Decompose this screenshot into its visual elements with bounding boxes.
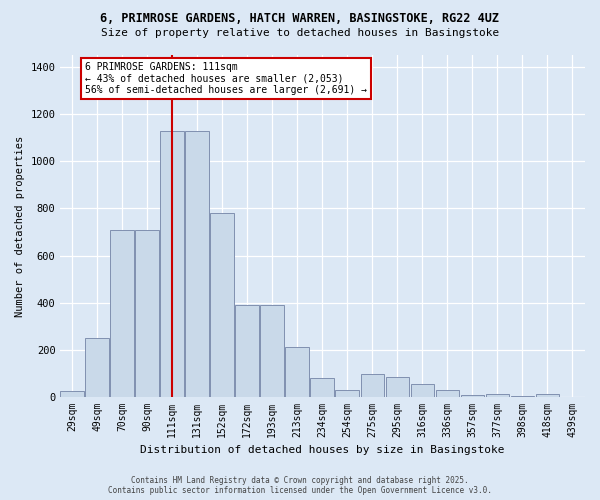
Bar xyxy=(310,378,334,397)
Bar xyxy=(461,395,484,397)
Bar xyxy=(386,377,409,397)
Bar xyxy=(136,230,159,397)
Bar xyxy=(436,390,460,397)
Bar xyxy=(61,392,84,397)
Y-axis label: Number of detached properties: Number of detached properties xyxy=(15,136,25,317)
Bar xyxy=(335,390,359,397)
Bar xyxy=(211,213,234,397)
Bar xyxy=(260,305,284,397)
Bar xyxy=(235,305,259,397)
Text: Contains HM Land Registry data © Crown copyright and database right 2025.
Contai: Contains HM Land Registry data © Crown c… xyxy=(108,476,492,495)
Bar xyxy=(286,346,309,397)
Bar xyxy=(410,384,434,397)
Bar xyxy=(110,230,134,397)
Bar xyxy=(361,374,384,397)
Bar xyxy=(85,338,109,397)
Bar xyxy=(511,396,535,397)
Bar xyxy=(560,396,584,397)
Bar xyxy=(485,394,509,397)
Bar xyxy=(160,130,184,397)
Text: 6 PRIMROSE GARDENS: 111sqm
← 43% of detached houses are smaller (2,053)
56% of s: 6 PRIMROSE GARDENS: 111sqm ← 43% of deta… xyxy=(85,62,367,96)
Text: 6, PRIMROSE GARDENS, HATCH WARREN, BASINGSTOKE, RG22 4UZ: 6, PRIMROSE GARDENS, HATCH WARREN, BASIN… xyxy=(101,12,499,26)
X-axis label: Distribution of detached houses by size in Basingstoke: Distribution of detached houses by size … xyxy=(140,445,505,455)
Text: Size of property relative to detached houses in Basingstoke: Size of property relative to detached ho… xyxy=(101,28,499,38)
Bar xyxy=(536,394,559,397)
Bar xyxy=(185,130,209,397)
